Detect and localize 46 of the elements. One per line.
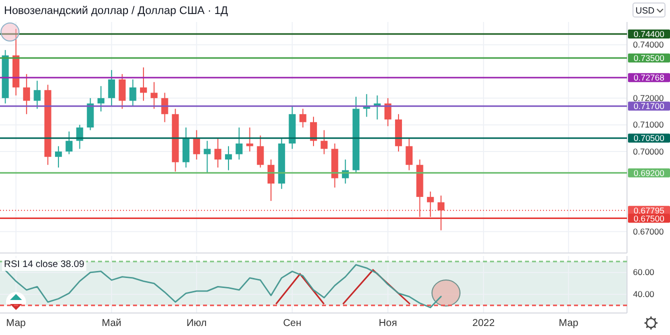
candlestick (118, 74, 126, 110)
y-tick-label: 40.00 (633, 289, 655, 300)
ref-line-label: 0.74400 (634, 29, 665, 40)
x-tick-label: Ноя (378, 318, 397, 330)
y-tick-label: 0.72000 (633, 92, 664, 103)
text: USD (635, 6, 655, 16)
x-tick-label: Май (102, 318, 122, 330)
candlestick (140, 66, 147, 102)
candlestick (193, 130, 200, 160)
candlestick (384, 98, 392, 127)
ref-line-label: 0.72768 (634, 72, 665, 83)
candlestick (150, 82, 158, 110)
ref-line-label: 0.73500 (634, 53, 665, 64)
candlestick (406, 138, 413, 171)
ref-line-label: 0.70500 (634, 133, 665, 144)
candlestick (129, 78, 136, 107)
ref-line-label: 0.69200 (634, 168, 665, 178)
ref-line-label: 0.67795 (634, 205, 665, 216)
candlestick (108, 70, 116, 107)
candlestick (256, 134, 264, 168)
candlestick (214, 138, 222, 168)
candlestick (23, 74, 30, 115)
chart-title: Новозеландский доллар / Доллар США · 1Д (4, 5, 229, 17)
x-tick-label: Сен (283, 318, 302, 330)
candlestick (66, 130, 73, 155)
y-tick-label: 0.67000 (633, 226, 664, 236)
candlestick (299, 108, 306, 128)
candlestick (268, 159, 274, 202)
y-tick-label: 60.00 (633, 267, 655, 278)
candlestick (54, 146, 62, 168)
x-tick-label: Мар (558, 318, 579, 330)
y-tick-label: 0.70000 (633, 146, 664, 156)
x-tick-label: 2022 (472, 318, 496, 330)
y-tick-label: 0.74000 (633, 39, 664, 50)
candlestick (320, 130, 328, 155)
candlestick (98, 86, 104, 112)
candlestick (310, 116, 317, 147)
y-tick-label: 0.71000 (633, 120, 664, 130)
ref-line-label: 0.67500 (634, 213, 665, 224)
x-tick-label: Мар (6, 318, 26, 330)
candlestick (236, 126, 243, 160)
candlestick (225, 146, 232, 171)
ref-line-label: 0.71700 (634, 101, 665, 112)
chart-title: RSI 14 close 38.09 (4, 259, 84, 270)
x-tick-label: Июл (186, 318, 207, 330)
candlestick (34, 80, 41, 110)
